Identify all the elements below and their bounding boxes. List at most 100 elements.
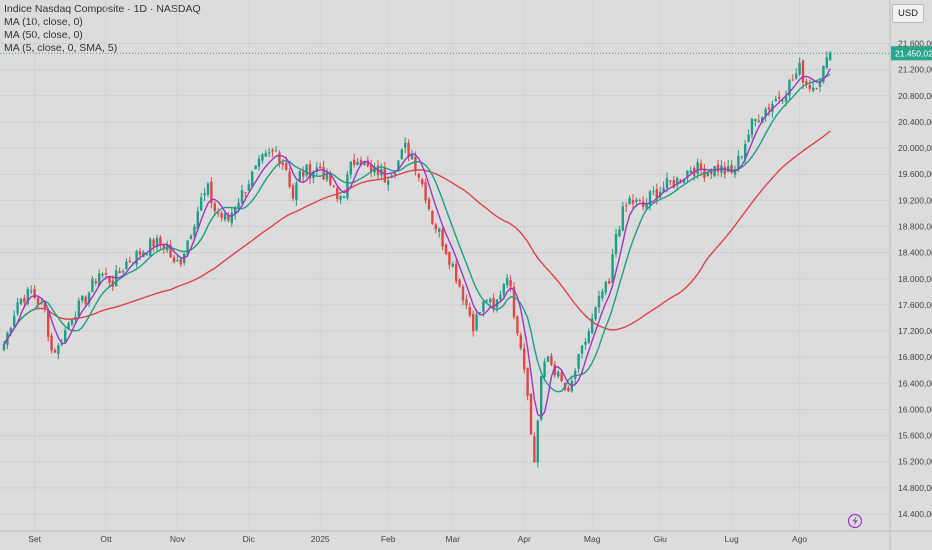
candle-body: [730, 165, 733, 173]
candle-body: [237, 202, 240, 209]
candle-body: [196, 211, 199, 230]
last-price-badge: [891, 46, 932, 61]
candle-body: [353, 159, 356, 165]
price-tick-label: 18.000,00: [898, 274, 932, 284]
candle-body: [50, 335, 53, 351]
candle-body: [655, 189, 658, 199]
candle-body: [363, 161, 366, 165]
candle-body: [441, 229, 444, 247]
candle-body: [482, 301, 485, 312]
candle-body: [686, 170, 689, 178]
candle-body: [410, 154, 414, 159]
candle-body: [747, 134, 750, 142]
candle-body: [778, 96, 781, 99]
candle-body: [621, 206, 624, 231]
candle-body: [254, 165, 257, 170]
time-tick-label: Mag: [584, 534, 601, 544]
candle-body: [468, 307, 471, 316]
candle-body: [451, 263, 454, 267]
ma50-line[interactable]: [3, 130, 831, 345]
candle-body: [557, 371, 560, 377]
candle-body: [264, 153, 267, 157]
candle-body: [767, 107, 771, 110]
candle-body: [220, 213, 223, 218]
candle-body: [499, 295, 502, 300]
candle-body: [186, 240, 189, 255]
currency-button[interactable]: USD: [892, 4, 924, 23]
candle-body: [53, 350, 57, 353]
candle-body: [706, 171, 709, 177]
candle-body: [506, 278, 509, 285]
candle-body: [135, 251, 138, 265]
candle-body: [77, 300, 80, 317]
candle-body: [472, 313, 475, 332]
candle-body: [625, 205, 628, 207]
candle-body: [302, 171, 305, 177]
candle-body: [179, 259, 182, 265]
price-tick-label: 18.800,00: [898, 221, 932, 231]
price-tick-label: 15.600,00: [898, 431, 932, 441]
candle-body: [67, 323, 70, 329]
candle-body: [325, 171, 329, 180]
ma10-line[interactable]: [3, 73, 831, 393]
legend-ma5[interactable]: MA (5, close, 0, SMA, 5): [4, 42, 118, 54]
candle-body: [611, 254, 614, 283]
candle-body: [427, 199, 431, 210]
candle-body: [200, 197, 203, 211]
candle-body: [349, 161, 352, 175]
legend-ma10[interactable]: MA (10, close, 0): [4, 16, 83, 28]
candle-body: [84, 296, 87, 304]
candle-body: [597, 295, 601, 308]
candle-body: [727, 166, 730, 172]
candle-body: [244, 191, 247, 193]
candle-body: [13, 315, 16, 327]
candle-body: [288, 171, 291, 187]
candle-body: [475, 314, 478, 331]
candle-body: [577, 354, 580, 369]
candle-body: [829, 53, 832, 60]
lightning-icon[interactable]: [847, 513, 863, 529]
candle-body: [305, 164, 308, 176]
candle-body: [540, 376, 543, 420]
candle-body: [536, 420, 539, 463]
candle-body: [108, 276, 111, 283]
time-tick-label: 2025: [311, 534, 330, 544]
time-axis[interactable]: Set Ott Nov Dic 2025 Feb Mar Apr Mag Giu Lug Ago: [0, 530, 932, 544]
candle-body: [43, 303, 46, 310]
price-tick-label: 21.600,00: [898, 39, 932, 49]
ma5-line[interactable]: [3, 68, 831, 418]
candle-body: [638, 200, 641, 202]
candle-body: [652, 191, 655, 193]
candle-body: [716, 164, 720, 172]
candle-body: [104, 273, 108, 275]
candle-body: [584, 341, 587, 345]
price-tick-label: 16.000,00: [898, 404, 932, 414]
candle-body: [370, 164, 373, 172]
candle-body: [448, 251, 451, 265]
candle-body: [444, 244, 448, 255]
candle-body: [26, 288, 29, 304]
legend-ma50[interactable]: MA (50, close, 0): [4, 29, 83, 41]
candle-body: [322, 167, 325, 180]
candle-body: [223, 213, 227, 220]
candle-body: [193, 226, 196, 236]
candle-body: [359, 159, 363, 165]
candle-body: [808, 85, 811, 89]
candle-body: [329, 172, 332, 185]
candle-body: [771, 103, 774, 112]
price-tick-label: 20.000,00: [898, 143, 932, 153]
candle-body: [404, 142, 407, 148]
candle-body: [805, 81, 808, 85]
candle-body: [798, 62, 801, 75]
candle-body: [346, 174, 349, 199]
candle-body: [91, 278, 94, 292]
candle-body: [465, 299, 468, 306]
candle-body: [458, 279, 461, 287]
candle-body: [227, 215, 230, 221]
candle-body: [36, 297, 40, 305]
price-axis[interactable]: 21.600,00 21.200,00 20.800,00 20.400,00 20.0…: [889, 0, 932, 550]
candle-body: [669, 180, 672, 182]
candle-body: [271, 150, 274, 152]
candle-body: [543, 361, 546, 378]
